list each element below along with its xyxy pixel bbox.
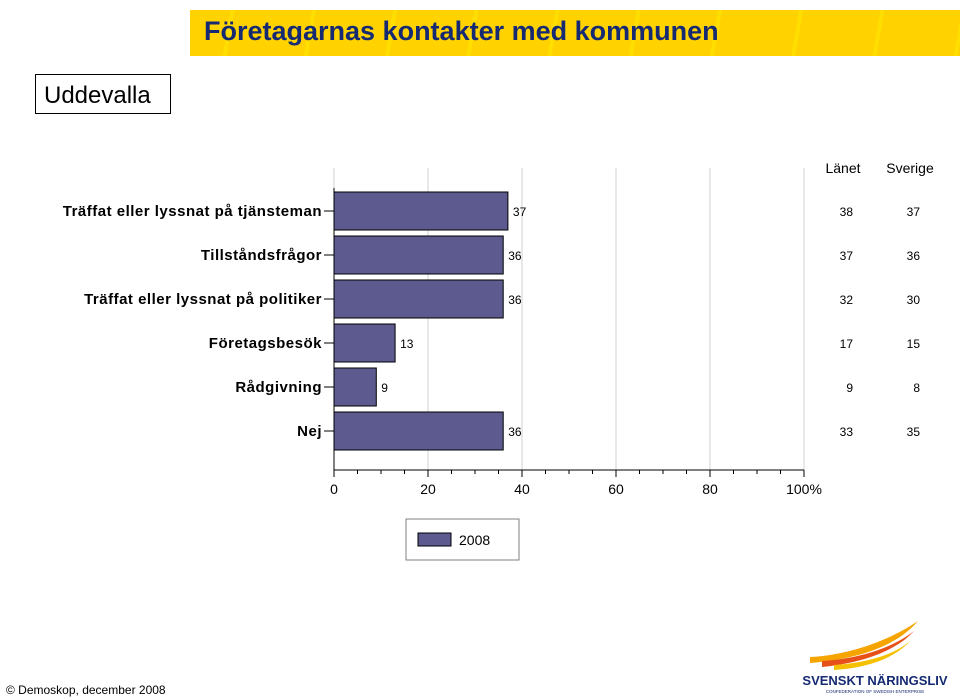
x-tick-label: 0	[330, 481, 338, 497]
x-tick-label: 80	[702, 481, 718, 497]
sverige-value: 30	[907, 293, 921, 307]
sverige-value: 15	[907, 337, 921, 351]
category-label: Nej	[297, 423, 322, 440]
bar	[333, 323, 396, 363]
x-tick-label: 20	[420, 481, 436, 497]
bar	[333, 279, 504, 319]
sverige-value: 35	[907, 425, 921, 439]
lanet-header: Länet	[825, 160, 860, 176]
bar	[333, 411, 504, 451]
lanet-value: 33	[840, 425, 854, 439]
chart-legend: 2008	[405, 518, 520, 561]
footer-credit: © Demoskop, december 2008	[6, 683, 166, 697]
category-label: Träffat eller lyssnat på tjänsteman	[63, 203, 322, 220]
data-label: 36	[508, 293, 522, 307]
legend-label: 2008	[459, 532, 490, 548]
bar	[333, 235, 504, 275]
x-tick-label: 60	[608, 481, 624, 497]
chart-labels: Träffat eller lyssnat på tjänsteman 37 38 3…	[63, 160, 934, 440]
legend-swatch	[417, 532, 452, 547]
bar	[333, 191, 509, 231]
category-label: Rådgivning	[235, 379, 322, 396]
data-label: 37	[513, 205, 527, 219]
lanet-value: 37	[840, 249, 854, 263]
data-label: 9	[381, 381, 388, 395]
bar	[333, 367, 377, 407]
sverige-value: 37	[907, 205, 921, 219]
lanet-value: 17	[840, 337, 854, 351]
page-title: Företagarnas kontakter med kommunen	[204, 16, 719, 46]
logo-flame-icon	[810, 621, 918, 670]
chart-axis: 0 20 40 60 80 100%	[324, 188, 822, 497]
title-band: Företagarnas kontakter med kommunen	[190, 10, 960, 56]
sverige-header: Sverige	[886, 160, 934, 176]
data-label: 13	[400, 337, 414, 351]
data-label: 36	[508, 425, 522, 439]
logo-subtitle: CONFEDERATION OF SWEDISH ENTERPRISE	[826, 689, 924, 694]
svenskt-naringsliv-logo: SVENSKT NÄRINGSLIV CONFEDERATION OF SWED…	[802, 621, 948, 694]
category-label: Företagsbesök	[209, 335, 322, 352]
title-band-decoration	[190, 10, 960, 56]
x-tick-label: 40	[514, 481, 530, 497]
lanet-value: 38	[840, 205, 854, 219]
sverige-value: 8	[913, 381, 920, 395]
logo-name: SVENSKT NÄRINGSLIV	[802, 673, 948, 688]
x-tick-label: 100%	[786, 481, 822, 497]
sverige-value: 36	[907, 249, 921, 263]
place-box: Uddevalla	[35, 74, 171, 114]
place-label: Uddevalla	[44, 82, 151, 109]
category-label: Tillståndsfrågor	[201, 247, 322, 264]
category-label: Träffat eller lyssnat på politiker	[84, 291, 322, 308]
lanet-value: 9	[846, 381, 853, 395]
data-label: 36	[508, 249, 522, 263]
chart-bars	[333, 191, 509, 451]
lanet-value: 32	[840, 293, 854, 307]
